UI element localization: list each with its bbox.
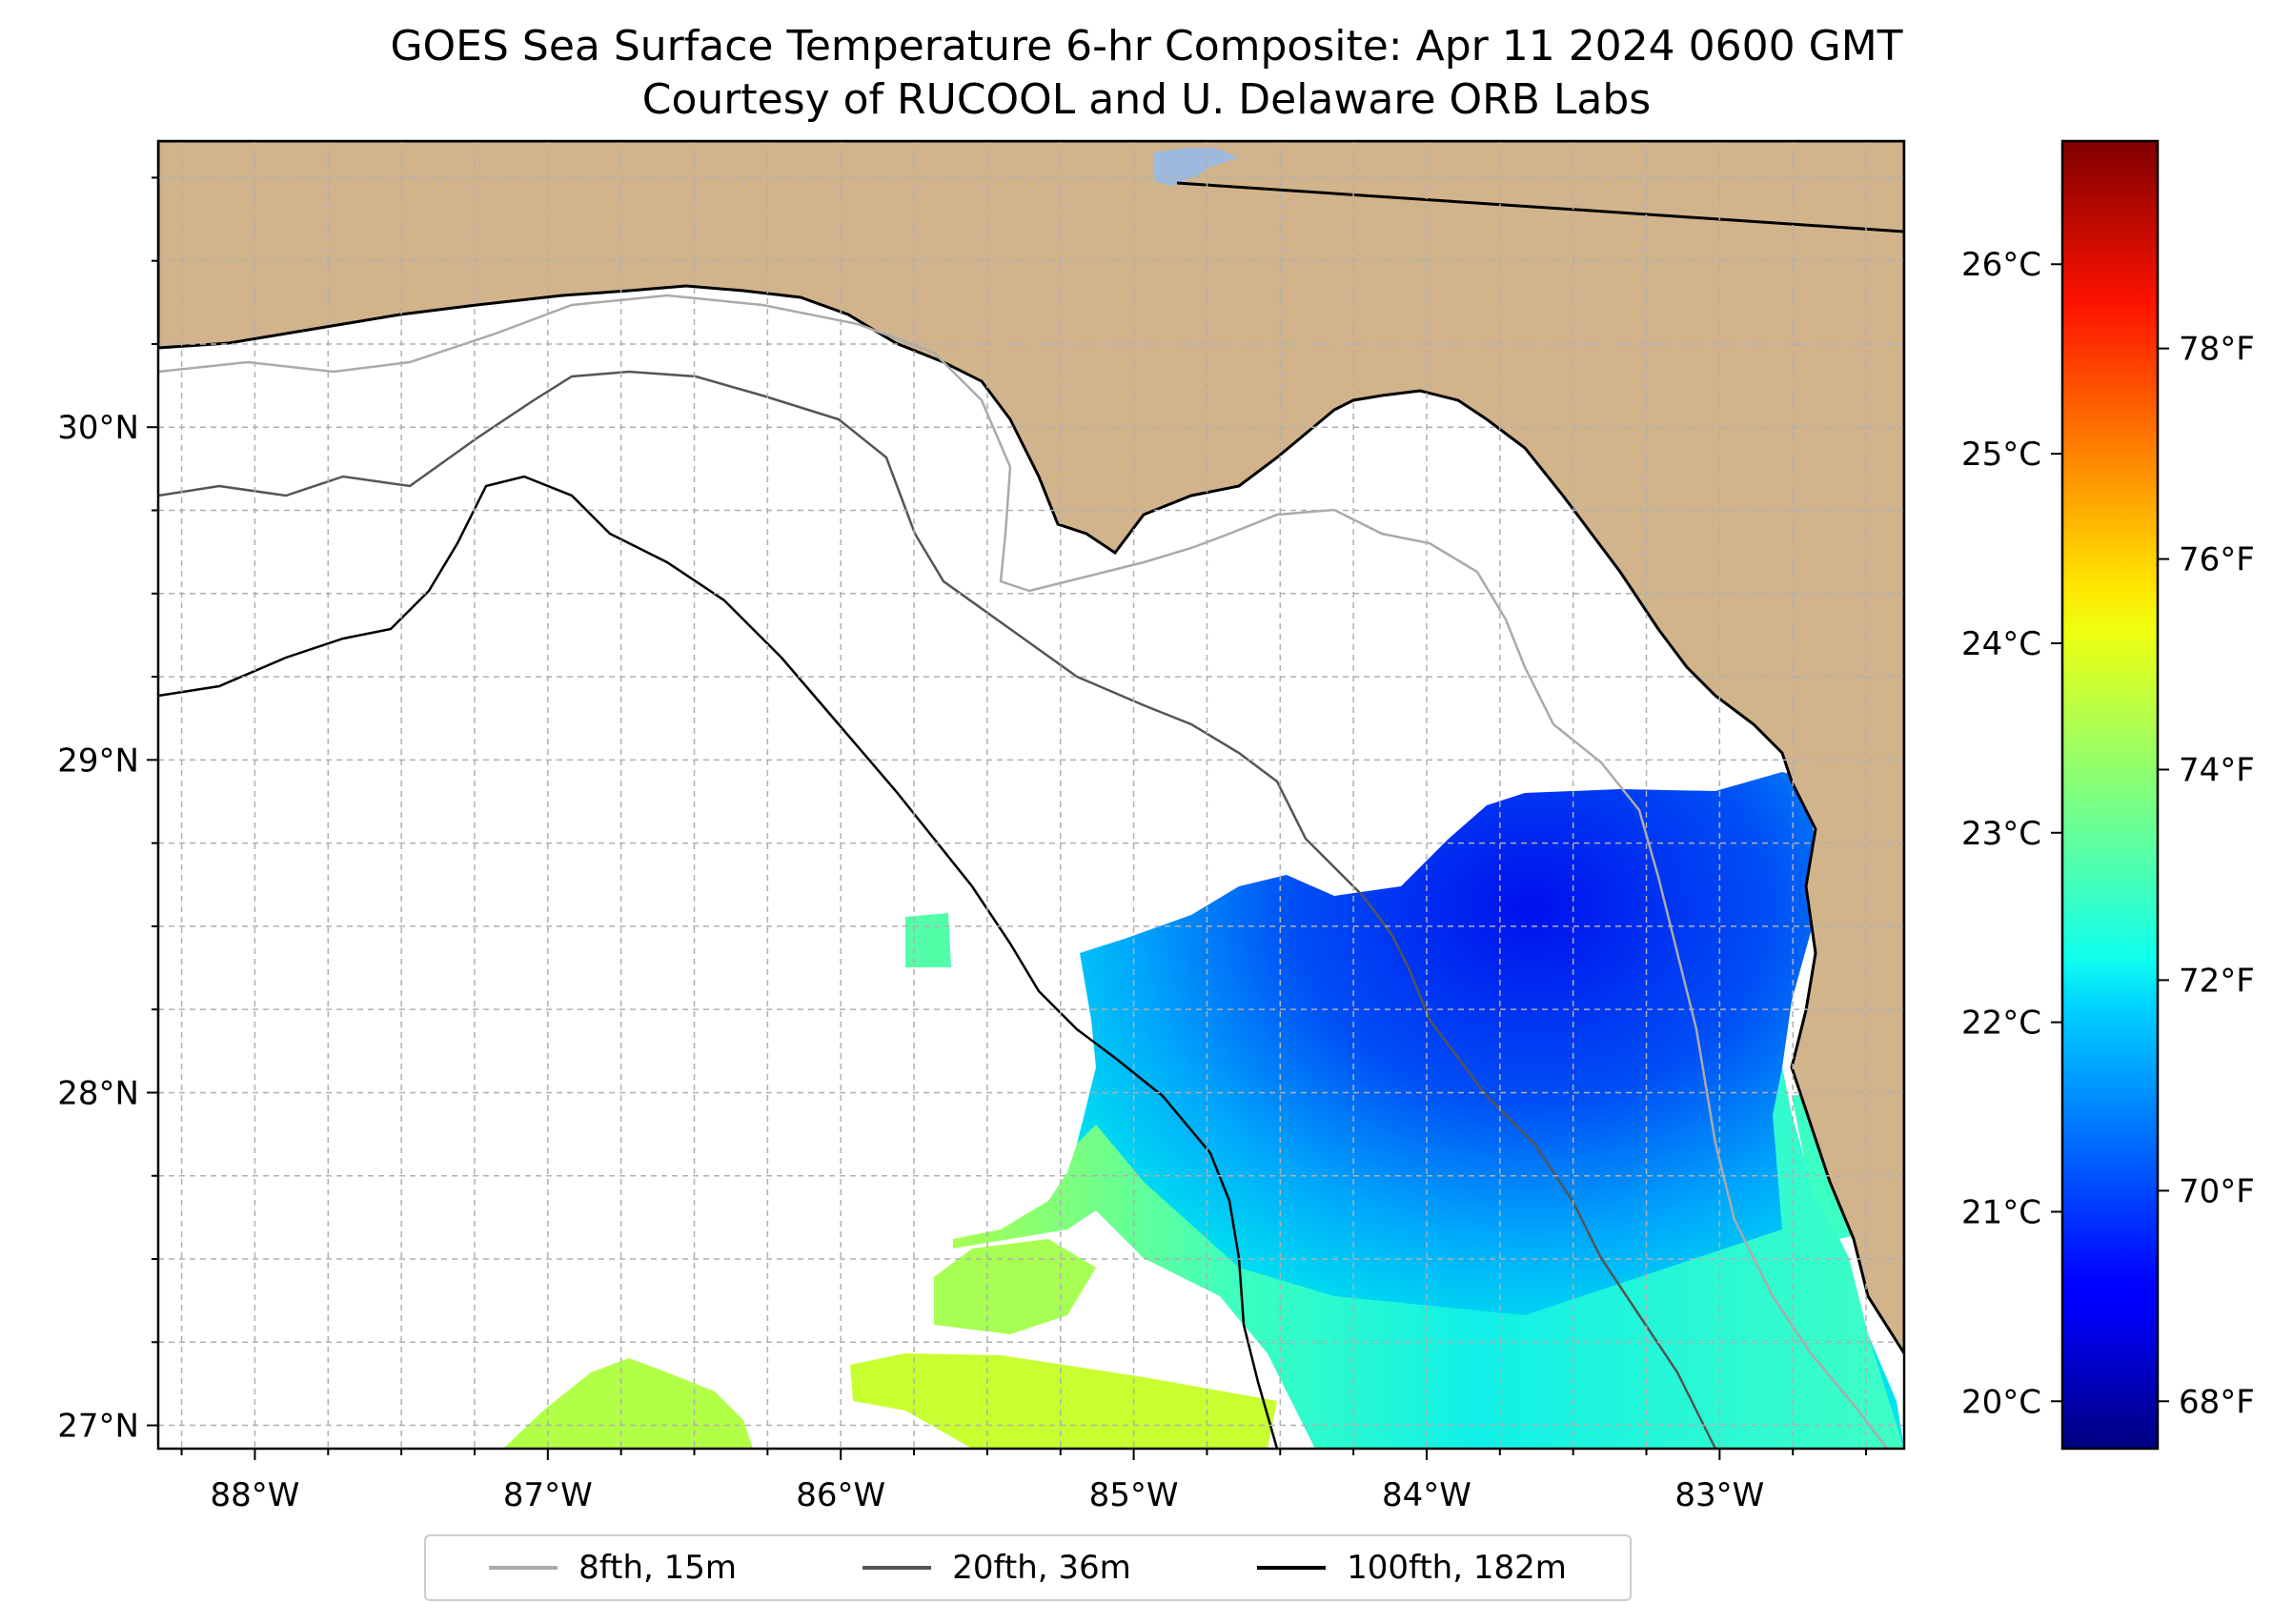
lon-tick-label: 84°W: [1382, 1476, 1471, 1514]
fahrenheit-tick-label: 76°F: [2179, 541, 2255, 579]
legend-item-100fth: 100fth, 182m: [1257, 1549, 1567, 1587]
map-frame: [156, 139, 1906, 1451]
lon-tick-label: 85°W: [1089, 1476, 1179, 1514]
colorbar-fahrenheit-axis: 68°F 70°F 72°F 74°F 76°F 78°F: [2158, 331, 2255, 1421]
contour-100fth: [158, 475, 1279, 1449]
legend-line-icon: [1257, 1566, 1327, 1570]
land-mass: [158, 141, 1904, 1356]
sst-green-patch-1: [934, 1239, 1096, 1334]
legend-label: 20fth, 36m: [952, 1549, 1131, 1587]
fahrenheit-tick-label: 74°F: [2179, 751, 2255, 789]
celsius-tick-label: 21°C: [1961, 1193, 2041, 1231]
contour-20fth: [158, 370, 1717, 1449]
celsius-tick-label: 23°C: [1961, 815, 2041, 853]
legend-label: 8fth, 15m: [578, 1549, 738, 1587]
legend-line-icon: [862, 1566, 932, 1570]
legend-item-20fth: 20fth, 36m: [862, 1549, 1131, 1587]
fahrenheit-tick-label: 70°F: [2179, 1172, 2255, 1210]
lon-tick-label: 88°W: [210, 1476, 299, 1514]
lon-tick-label: 86°W: [796, 1476, 885, 1514]
legend-line-icon: [489, 1566, 558, 1570]
legend-item-8fth: 8fth, 15m: [489, 1549, 737, 1587]
lat-tick-label: 27°N: [57, 1408, 139, 1446]
fahrenheit-tick-label: 72°F: [2179, 962, 2255, 1000]
contour-8fth: [158, 294, 1888, 1449]
legend-label: 100fth, 182m: [1347, 1549, 1567, 1587]
lon-tick-label: 87°W: [503, 1476, 593, 1514]
gridlines: [158, 141, 1904, 1449]
sst-warm-band: [953, 1067, 1904, 1449]
celsius-tick-label: 25°C: [1961, 436, 2041, 474]
lake: [1153, 148, 1239, 186]
depth-contour-legend: 8fth, 15m 20fth, 36m 100fth, 182m: [424, 1534, 1632, 1601]
fahrenheit-tick-label: 78°F: [2179, 331, 2255, 369]
lat-tick-label: 29°N: [57, 741, 139, 780]
latitude-axis: 27°N 28°N 29°N 30°N: [57, 176, 158, 1446]
celsius-tick-label: 26°C: [1961, 246, 2041, 284]
colorbar: [2060, 139, 2160, 1451]
state-boundary: [1176, 181, 1904, 233]
celsius-tick-label: 20°C: [1961, 1383, 2041, 1421]
map-title: GOES Sea Surface Temperature 6-hr Compos…: [390, 22, 1903, 71]
colorbar-celsius-axis: 20°C 21°C 22°C 23°C 24°C 25°C 26°C: [1961, 246, 2062, 1421]
longitude-axis: 88°W 87°W 86°W 85°W 84°W 83°W: [180, 1449, 1868, 1514]
lon-tick-label: 83°W: [1674, 1476, 1764, 1514]
sst-small-patch: [905, 913, 951, 967]
sst-green-patch-3: [503, 1358, 753, 1449]
celsius-tick-label: 24°C: [1961, 625, 2041, 663]
celsius-tick-label: 22°C: [1961, 1005, 2041, 1043]
lat-tick-label: 28°N: [57, 1074, 139, 1112]
lat-tick-label: 30°N: [57, 409, 139, 447]
map-subtitle: Courtesy of RUCOOL and U. Delaware ORB L…: [641, 75, 1652, 124]
fahrenheit-tick-label: 68°F: [2179, 1383, 2255, 1421]
